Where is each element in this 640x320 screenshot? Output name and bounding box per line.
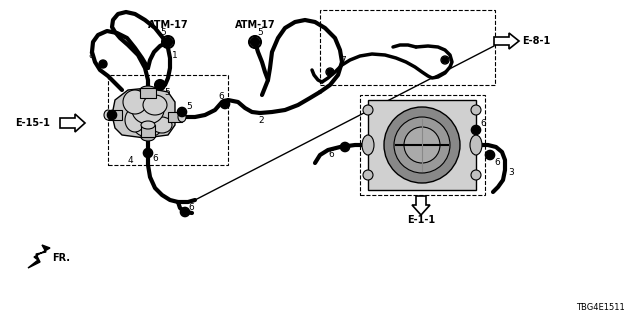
Text: 6: 6 bbox=[480, 118, 486, 127]
Circle shape bbox=[163, 37, 173, 46]
Bar bbox=[108, 110, 122, 120]
Circle shape bbox=[394, 117, 450, 173]
Bar bbox=[368, 100, 476, 190]
Circle shape bbox=[471, 170, 481, 180]
Circle shape bbox=[471, 105, 481, 115]
Circle shape bbox=[404, 127, 440, 163]
Text: E-15-1: E-15-1 bbox=[15, 118, 50, 128]
Text: ATM-17: ATM-17 bbox=[148, 20, 188, 30]
Text: 6: 6 bbox=[218, 92, 224, 100]
Bar bbox=[140, 88, 156, 98]
Circle shape bbox=[99, 60, 107, 68]
Circle shape bbox=[156, 81, 164, 89]
Circle shape bbox=[250, 37, 259, 46]
Ellipse shape bbox=[132, 96, 164, 124]
Ellipse shape bbox=[104, 110, 112, 120]
Circle shape bbox=[327, 69, 333, 75]
Text: 5: 5 bbox=[186, 101, 192, 110]
Circle shape bbox=[109, 111, 115, 118]
Ellipse shape bbox=[134, 117, 162, 137]
Text: 5: 5 bbox=[257, 28, 263, 36]
Circle shape bbox=[179, 108, 186, 116]
Circle shape bbox=[363, 105, 373, 115]
Text: 1: 1 bbox=[172, 51, 178, 60]
Bar bbox=[320, 10, 495, 85]
Ellipse shape bbox=[470, 135, 482, 155]
Text: 6: 6 bbox=[328, 149, 333, 158]
Text: 7: 7 bbox=[340, 55, 346, 65]
Ellipse shape bbox=[178, 112, 186, 122]
Text: 4: 4 bbox=[128, 156, 134, 164]
Ellipse shape bbox=[123, 90, 147, 114]
Polygon shape bbox=[60, 114, 85, 132]
Polygon shape bbox=[494, 33, 519, 49]
Text: TBG4E1511: TBG4E1511 bbox=[576, 303, 625, 312]
Text: 5: 5 bbox=[160, 28, 166, 36]
Text: 6: 6 bbox=[152, 154, 157, 163]
Ellipse shape bbox=[140, 86, 156, 94]
Ellipse shape bbox=[143, 95, 167, 115]
Circle shape bbox=[145, 149, 152, 156]
Bar bbox=[108, 75, 228, 165]
Circle shape bbox=[363, 170, 373, 180]
Ellipse shape bbox=[125, 108, 145, 132]
Circle shape bbox=[384, 107, 460, 183]
Text: FR.: FR. bbox=[52, 253, 70, 263]
Ellipse shape bbox=[141, 121, 155, 129]
Text: 2: 2 bbox=[258, 116, 264, 124]
Text: 6: 6 bbox=[188, 203, 194, 212]
Circle shape bbox=[221, 100, 228, 108]
Circle shape bbox=[486, 151, 493, 158]
Text: E-8-1: E-8-1 bbox=[522, 36, 550, 46]
Bar bbox=[168, 112, 182, 122]
Polygon shape bbox=[112, 88, 175, 138]
Circle shape bbox=[182, 209, 189, 215]
Bar bbox=[141, 125, 155, 137]
Polygon shape bbox=[28, 245, 50, 268]
Ellipse shape bbox=[362, 135, 374, 155]
Text: 5: 5 bbox=[164, 87, 170, 97]
Ellipse shape bbox=[141, 133, 155, 141]
Bar bbox=[360, 95, 485, 195]
Text: 3: 3 bbox=[508, 167, 514, 177]
Polygon shape bbox=[412, 196, 430, 215]
Text: 6: 6 bbox=[494, 157, 500, 166]
Ellipse shape bbox=[152, 117, 172, 133]
Text: 8: 8 bbox=[88, 51, 93, 60]
Text: ATM-17: ATM-17 bbox=[235, 20, 275, 30]
Text: E-1-1: E-1-1 bbox=[407, 215, 435, 225]
Circle shape bbox=[342, 143, 349, 150]
Circle shape bbox=[472, 126, 479, 133]
Circle shape bbox=[442, 57, 448, 63]
